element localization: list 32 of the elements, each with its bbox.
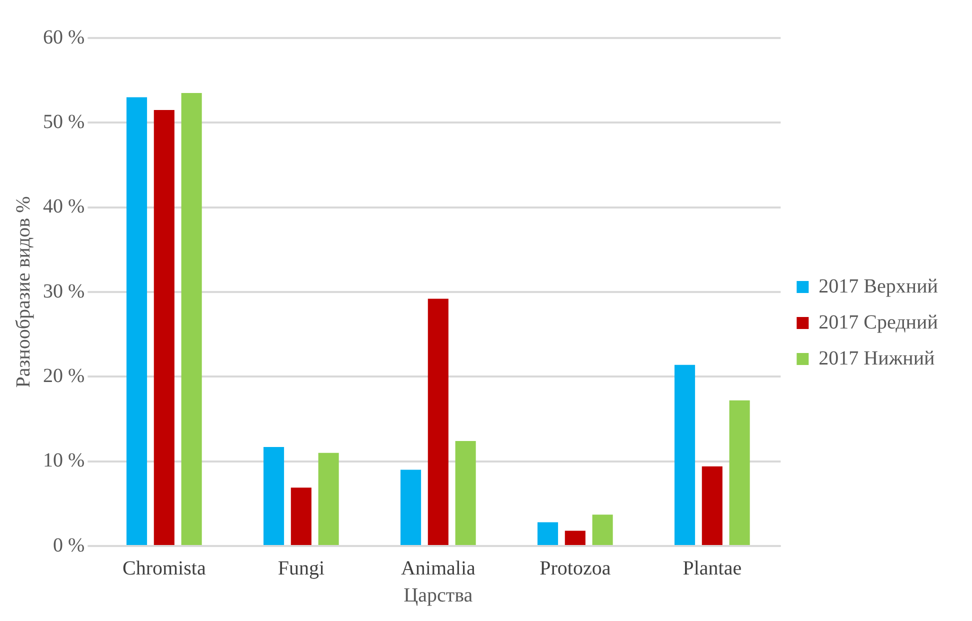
legend-label: 2017 Средний	[818, 311, 938, 334]
x-axis-title: Царства	[404, 584, 473, 606]
bar	[674, 364, 696, 545]
bar	[428, 298, 448, 545]
bar	[181, 93, 202, 545]
bar	[564, 530, 586, 545]
bar	[263, 446, 284, 545]
x-tick-label: Fungi	[278, 557, 325, 580]
x-tick-label: Protozoa	[540, 557, 611, 580]
x-tick-label: Animalia	[400, 557, 476, 580]
x-tick-label: Plantae	[682, 557, 742, 580]
legend-label: 2017 Нижний	[818, 347, 936, 370]
bar	[126, 97, 148, 545]
bar	[592, 514, 613, 545]
bar	[400, 470, 422, 545]
y-tick-label: 40 %	[42, 196, 85, 218]
y-tick-label: 10 %	[42, 450, 85, 472]
bar	[729, 400, 750, 545]
bar	[537, 522, 558, 545]
y-tick-label: 0 %	[52, 534, 85, 556]
y-tick-label: 30 %	[42, 280, 85, 302]
y-tick-label: 60 %	[42, 26, 85, 48]
y-tick-label: 50 %	[42, 110, 85, 133]
y-tick-label: 20 %	[42, 364, 85, 387]
legend-label: 2017 Верхний	[818, 275, 938, 298]
y-axis-title: Разнообразие видов %	[12, 196, 34, 388]
bar	[318, 452, 339, 545]
bar	[154, 110, 174, 545]
bar	[455, 441, 476, 545]
bar	[290, 488, 312, 545]
x-tick-label: Chromista	[122, 557, 206, 580]
bar	[702, 466, 722, 545]
